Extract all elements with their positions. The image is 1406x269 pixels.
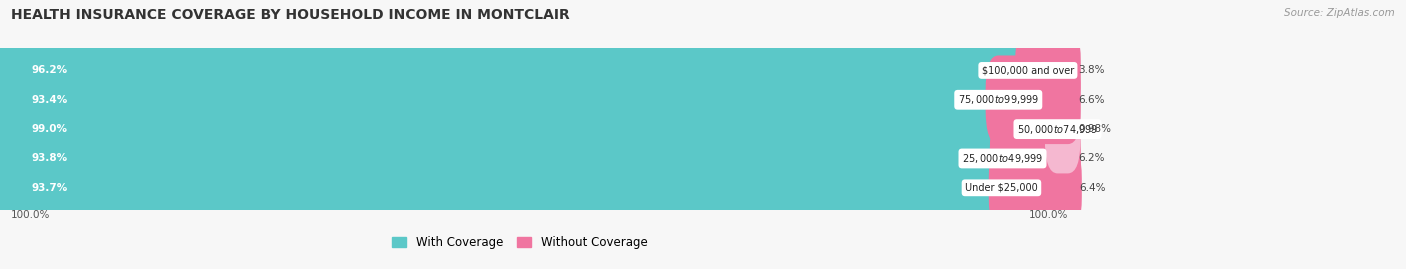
Text: 99.0%: 99.0%	[32, 124, 67, 134]
Text: 6.4%: 6.4%	[1080, 183, 1107, 193]
FancyBboxPatch shape	[0, 114, 1081, 203]
Text: 93.7%: 93.7%	[32, 183, 67, 193]
Text: 93.8%: 93.8%	[32, 154, 67, 164]
FancyBboxPatch shape	[990, 114, 1081, 203]
Legend: With Coverage, Without Coverage: With Coverage, Without Coverage	[392, 236, 647, 249]
Text: $25,000 to $49,999: $25,000 to $49,999	[962, 152, 1043, 165]
FancyBboxPatch shape	[0, 85, 1070, 174]
FancyBboxPatch shape	[988, 143, 1081, 232]
Text: 0.98%: 0.98%	[1078, 124, 1111, 134]
Text: HEALTH INSURANCE COVERAGE BY HOUSEHOLD INCOME IN MONTCLAIR: HEALTH INSURANCE COVERAGE BY HOUSEHOLD I…	[11, 8, 569, 22]
FancyBboxPatch shape	[986, 55, 1081, 144]
Text: 6.6%: 6.6%	[1078, 95, 1105, 105]
FancyBboxPatch shape	[0, 26, 1040, 115]
Text: $100,000 and over: $100,000 and over	[981, 65, 1074, 75]
Text: Under $25,000: Under $25,000	[965, 183, 1038, 193]
Text: 96.2%: 96.2%	[32, 65, 67, 75]
Text: Source: ZipAtlas.com: Source: ZipAtlas.com	[1284, 8, 1395, 18]
Text: $75,000 to $99,999: $75,000 to $99,999	[957, 93, 1039, 106]
Text: 93.4%: 93.4%	[32, 95, 67, 105]
Text: 3.8%: 3.8%	[1078, 65, 1105, 75]
Text: 6.2%: 6.2%	[1078, 154, 1105, 164]
FancyBboxPatch shape	[0, 55, 1081, 144]
FancyBboxPatch shape	[1015, 26, 1081, 115]
Text: 100.0%: 100.0%	[1029, 210, 1069, 220]
Text: 100.0%: 100.0%	[11, 210, 51, 220]
FancyBboxPatch shape	[0, 26, 1081, 115]
FancyBboxPatch shape	[0, 85, 1081, 174]
FancyBboxPatch shape	[0, 55, 1011, 144]
Text: $50,000 to $74,999: $50,000 to $74,999	[1017, 123, 1098, 136]
FancyBboxPatch shape	[0, 143, 1081, 232]
FancyBboxPatch shape	[0, 143, 1014, 232]
FancyBboxPatch shape	[1045, 85, 1081, 174]
FancyBboxPatch shape	[0, 114, 1015, 203]
